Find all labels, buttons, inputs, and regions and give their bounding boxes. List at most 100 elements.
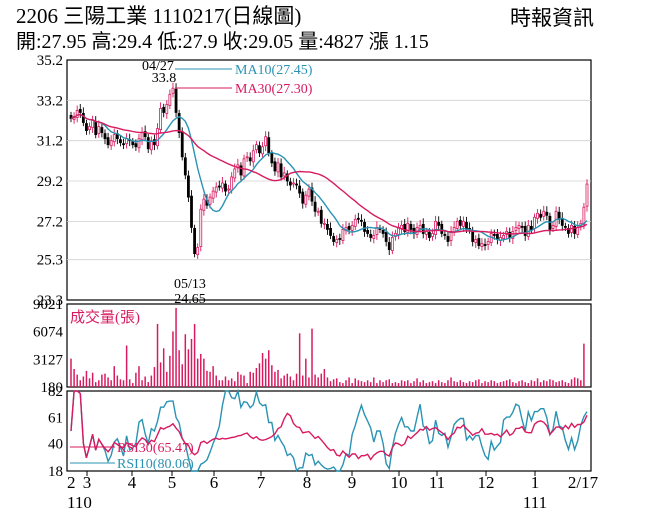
candle-body (199, 208, 203, 247)
candle-body (462, 220, 465, 227)
candle-body (146, 137, 150, 150)
candle-body (338, 238, 342, 240)
x-axis-tick-label: 8 (303, 473, 312, 492)
candle-body (112, 134, 116, 143)
x-axis-tick-label: 1 (531, 473, 540, 492)
candle-body (258, 145, 261, 154)
candle-body (211, 190, 215, 199)
candle-body (298, 185, 302, 194)
x-axis-year-label: 111 (523, 493, 547, 512)
candle-body (356, 217, 360, 220)
candle-body (295, 183, 298, 186)
candle-body (285, 173, 289, 182)
x-axis-tick-label: 2 (67, 473, 76, 492)
candle-body (313, 201, 317, 212)
x-axis-tick-label: 6 (210, 473, 219, 492)
candle-body (502, 235, 505, 239)
candle-body (319, 209, 323, 224)
rsi10-line (70, 388, 588, 472)
candle-body (180, 131, 184, 158)
volume-y-tick-label: 9021 (33, 297, 63, 313)
candle-body (119, 139, 122, 144)
x-axis-tick-label: 10 (391, 473, 408, 492)
candle-body (585, 183, 589, 207)
candle-body (103, 133, 107, 140)
candle-body (322, 222, 326, 225)
volume-y-tick-label: 180 (41, 380, 64, 396)
candle-body (193, 228, 196, 255)
x-axis-tick-label: 4 (128, 473, 137, 492)
candle-body (360, 219, 363, 222)
candle-body (214, 186, 218, 193)
candle-body (434, 220, 437, 235)
candle-body (159, 108, 163, 130)
candle-body (88, 126, 91, 130)
candle-body (187, 175, 190, 198)
candle-body (431, 233, 434, 237)
rsi-panel-frame (66, 390, 592, 472)
candle-body (230, 176, 234, 191)
x-axis-tick-label: 5 (168, 473, 177, 492)
candle-body (536, 212, 539, 219)
candle-body (400, 224, 404, 229)
candle-body (177, 113, 181, 134)
x-axis-tick-label: 7 (257, 473, 266, 492)
candle-body (264, 136, 268, 147)
rsi10-legend-label: RSI10(80.06) (117, 457, 194, 472)
candle-body (261, 146, 264, 155)
candle-body (428, 232, 431, 238)
candle-body (75, 110, 79, 118)
candle-body (366, 230, 370, 234)
candle-body (403, 223, 407, 232)
candle-body (539, 213, 543, 218)
candle-body (156, 128, 159, 147)
candle-body (418, 224, 422, 229)
candle-body (171, 87, 175, 94)
candle-body (573, 225, 577, 234)
candle-body (143, 131, 147, 138)
candle-body (233, 168, 237, 179)
chart-title: 2206 三陽工業 1110217(日線圖) (16, 4, 302, 28)
candle-body (471, 230, 475, 242)
candle-body (458, 219, 462, 226)
rsi-y-tick-label: 18 (48, 464, 63, 480)
x-axis-tick-label: 12 (478, 473, 495, 492)
candle-body (134, 143, 138, 148)
candle-body (424, 231, 428, 235)
candle-body (372, 235, 376, 239)
x-axis-year-label: 110 (67, 493, 92, 512)
candle-body (202, 198, 206, 211)
candle-body (363, 221, 366, 232)
candle-body (174, 88, 178, 113)
candle-body (486, 241, 490, 245)
candle-body (78, 109, 82, 113)
x-axis-tick-label: 9 (348, 473, 357, 492)
candle-body (582, 206, 586, 225)
price-y-tick-label: 29.2 (37, 174, 63, 190)
price-y-tick-label: 25.3 (37, 253, 63, 269)
candle-body (221, 182, 224, 189)
candle-body (329, 228, 332, 236)
candle-body (239, 165, 243, 176)
candle-body (254, 144, 258, 151)
candle-body (335, 239, 339, 243)
low-value-annotation: 24.65 (174, 292, 206, 307)
candle-body (242, 158, 246, 177)
candle-body (94, 121, 98, 136)
candle-body (217, 185, 221, 188)
source-label: 時報資訊 (510, 6, 594, 30)
candle-body (81, 113, 85, 123)
candle-body (446, 236, 450, 242)
candle-body (551, 224, 555, 229)
candle-body (140, 132, 144, 141)
ma10-line (70, 113, 588, 242)
price-y-tick-label: 31.2 (37, 134, 63, 150)
ma30-line (70, 113, 588, 235)
candle-body (477, 238, 481, 246)
low-date-annotation: 05/13 (174, 277, 206, 292)
candle-body (542, 210, 546, 217)
candle-body (529, 225, 533, 230)
candle-body (520, 225, 524, 228)
candle-body (332, 236, 336, 242)
candle-body (183, 157, 187, 176)
